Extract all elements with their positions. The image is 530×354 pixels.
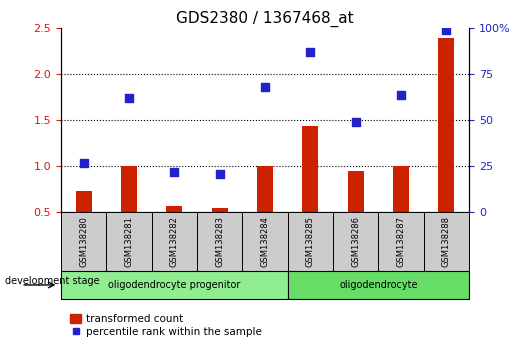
- Text: GSM138282: GSM138282: [170, 216, 179, 267]
- Point: [215, 171, 224, 177]
- Text: GSM138285: GSM138285: [306, 216, 315, 267]
- Point: [170, 169, 179, 175]
- Bar: [303, 126, 319, 212]
- Bar: [61, 271, 288, 299]
- Bar: [393, 166, 409, 212]
- Point: [125, 96, 133, 101]
- Text: development stage: development stage: [5, 276, 100, 286]
- Bar: [76, 191, 92, 212]
- Point: [261, 84, 269, 90]
- Text: oligodendrocyte: oligodendrocyte: [339, 280, 418, 290]
- Bar: [61, 212, 107, 271]
- Point: [351, 119, 360, 125]
- Text: GSM138287: GSM138287: [396, 216, 405, 267]
- Point: [80, 160, 88, 166]
- Bar: [333, 212, 378, 271]
- Title: GDS2380 / 1367468_at: GDS2380 / 1367468_at: [176, 11, 354, 27]
- Bar: [378, 212, 423, 271]
- Bar: [438, 38, 454, 212]
- Point: [306, 50, 315, 55]
- Bar: [211, 208, 227, 212]
- Text: GSM138281: GSM138281: [125, 216, 134, 267]
- Text: oligodendrocyte progenitor: oligodendrocyte progenitor: [108, 280, 241, 290]
- Text: GSM138286: GSM138286: [351, 216, 360, 267]
- Point: [442, 27, 450, 33]
- Bar: [288, 271, 469, 299]
- Bar: [107, 212, 152, 271]
- Text: GSM138284: GSM138284: [261, 216, 269, 267]
- Bar: [166, 206, 182, 212]
- Point: [397, 92, 405, 97]
- Text: GSM138283: GSM138283: [215, 216, 224, 267]
- Bar: [257, 166, 273, 212]
- Bar: [197, 212, 242, 271]
- Bar: [242, 212, 288, 271]
- Text: GSM138288: GSM138288: [442, 216, 451, 267]
- Legend: transformed count, percentile rank within the sample: transformed count, percentile rank withi…: [66, 310, 266, 341]
- Bar: [152, 212, 197, 271]
- Bar: [423, 212, 469, 271]
- Bar: [121, 166, 137, 212]
- Bar: [348, 171, 364, 212]
- Text: GSM138280: GSM138280: [79, 216, 88, 267]
- Bar: [288, 212, 333, 271]
